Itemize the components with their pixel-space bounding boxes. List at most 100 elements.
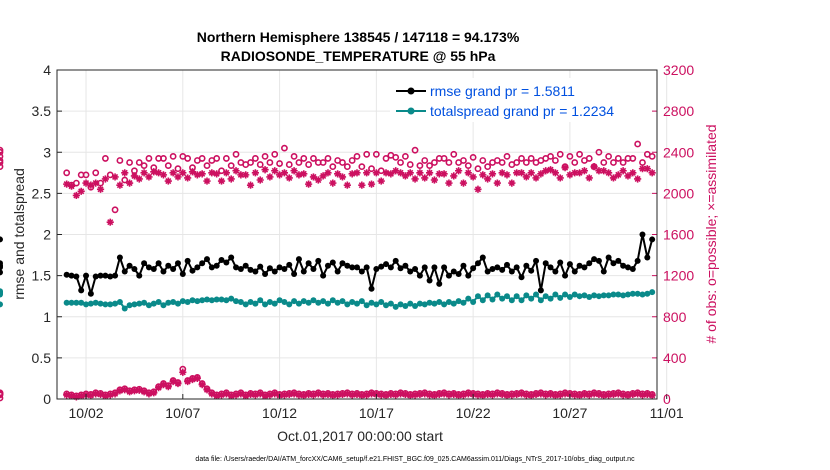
point-obs-low-assimilated [430, 391, 439, 400]
point-rmse [194, 264, 201, 271]
point-obs-possible [295, 159, 303, 166]
point-obs-possible [619, 159, 627, 166]
point-obs-assimilated [585, 174, 593, 182]
point-obs-assimilated [324, 169, 332, 177]
point-obs-possible [319, 159, 327, 166]
chart-subtitle: RADIOSONDE_TEMPERATURE @ 55 hPa [221, 48, 496, 64]
point-obs-assimilated [353, 169, 361, 177]
point-totalspread [0, 289, 3, 296]
point-obs-low-assimilated [363, 391, 371, 399]
point-obs-low-assimilated [329, 391, 337, 400]
point-obs-low-assimilated [72, 393, 80, 401]
point-obs-assimilated [237, 171, 245, 179]
point-obs-low-assimilated [67, 392, 76, 400]
point-obs-low-assimilated [445, 391, 453, 399]
point-totalspread [465, 295, 472, 302]
point-totalspread [73, 299, 80, 306]
point-obs-assimilated [290, 167, 298, 175]
point-obs-low-assimilated [527, 391, 535, 400]
point-rmse [204, 256, 210, 263]
point-rmse [639, 231, 646, 238]
point-obs-assimilated [266, 173, 274, 181]
point-obs-low-assimilated [237, 390, 245, 398]
point-obs-low-assimilated [305, 390, 313, 398]
point-rmse [441, 264, 448, 271]
point-obs-possible [329, 163, 337, 171]
x-tick-label: 10/07 [165, 405, 200, 421]
point-rmse [620, 262, 627, 269]
point-totalspread [392, 303, 399, 310]
point-rmse [436, 280, 443, 287]
point-obs-assimilated [348, 170, 356, 178]
point-totalspread [566, 294, 573, 301]
point-totalspread [300, 298, 307, 305]
legend-box [390, 78, 652, 122]
point-obs-low-assimilated [532, 390, 540, 398]
point-obs-possible [600, 159, 608, 166]
point-totalspread [460, 299, 467, 306]
point-totalspread [291, 298, 298, 305]
point-obs-possible [551, 157, 559, 164]
point-obs-assimilated [614, 171, 622, 179]
point-obs-assimilated [275, 171, 284, 179]
point-obs-low-assimilated [464, 390, 472, 398]
point-obs-assimilated [551, 169, 559, 177]
point-rmse [644, 254, 651, 261]
point-obs-low-assimilated [590, 390, 598, 398]
point-rmse [494, 264, 501, 271]
point-obs-possible [464, 162, 472, 170]
point-totalspread [247, 298, 254, 305]
point-obs-low-assimilated [290, 390, 298, 398]
point-obs-assimilated [285, 174, 293, 182]
point-obs-possible [126, 159, 133, 166]
point-obs-possible [121, 176, 129, 184]
point-obs-assimilated [430, 176, 439, 184]
point-obs-low-assimilated [77, 392, 85, 400]
point-totalspread [595, 293, 602, 300]
point-obs-low-assimilated [508, 391, 516, 399]
point-obs-assimilated [82, 179, 90, 187]
point-obs-assimilated [92, 179, 100, 187]
point-obs-low-assimilated [130, 387, 139, 395]
point-totalspread [339, 298, 346, 305]
point-obs-assimilated [508, 179, 516, 187]
y-tick-label-left: 3.5 [32, 103, 52, 119]
y-tick-label-left: 1 [43, 309, 51, 325]
point-totalspread [97, 300, 104, 307]
point-obs-low-assimilated [343, 390, 351, 398]
point-totalspread [649, 289, 656, 296]
point-obs-possible [261, 152, 269, 160]
point-rmse [537, 287, 544, 294]
point-obs-possible [571, 159, 579, 166]
point-obs-assimilated [455, 167, 463, 175]
point-totalspread [324, 300, 331, 307]
point-rmse [407, 268, 414, 275]
point-obs-possible [63, 169, 71, 177]
point-obs-possible [392, 153, 400, 161]
point-rmse [247, 266, 254, 273]
y-tick-label-right: 400 [663, 350, 687, 366]
point-obs-low-assimilated [474, 391, 482, 399]
point-obs-assimilated [121, 169, 129, 177]
point-totalspread [441, 301, 448, 308]
point-totalspread [620, 292, 627, 299]
point-obs-assimilated [493, 179, 501, 187]
point-rmse [460, 262, 467, 269]
point-totalspread [145, 302, 152, 309]
point-obs-assimilated [363, 169, 371, 177]
point-rmse [533, 257, 540, 264]
point-obs-assimilated [232, 167, 240, 175]
point-obs-low-assimilated [634, 390, 642, 398]
point-totalspread [504, 293, 510, 300]
point-obs-low-assimilated [629, 390, 637, 398]
point-obs-low-assimilated [513, 390, 521, 398]
point-obs-assimilated [140, 169, 148, 177]
point-obs-low-assimilated [435, 390, 443, 398]
point-obs-assimilated [116, 181, 124, 189]
point-totalspread [445, 298, 452, 305]
point-obs-assimilated [372, 169, 380, 177]
point-rmse [479, 254, 486, 261]
point-totalspread [208, 297, 215, 304]
point-obs-low-assimilated [406, 391, 414, 400]
point-obs-low-assimilated [488, 391, 497, 399]
